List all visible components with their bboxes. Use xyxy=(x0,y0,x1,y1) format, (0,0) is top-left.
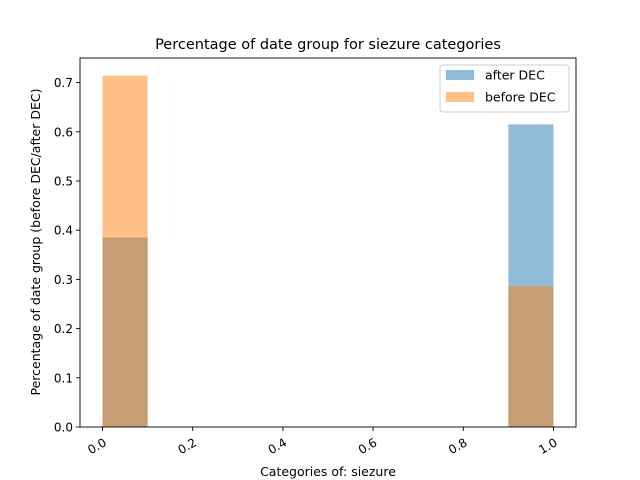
y-tick-label: 0.3 xyxy=(54,273,73,287)
x-tick-label: 0.2 xyxy=(175,435,199,457)
y-axis-label: Percentage of date group (before DEC/aft… xyxy=(28,89,43,396)
legend-label-1: before DEC xyxy=(485,90,556,105)
chart-title: Percentage of date group for siezure cat… xyxy=(155,37,501,53)
plot-area-frame xyxy=(79,57,577,428)
legend-swatch-0 xyxy=(446,70,474,80)
bar-series-1-bin-0 xyxy=(102,75,148,427)
y-tick-label: 0.5 xyxy=(54,175,73,189)
y-tick-label: 0.0 xyxy=(54,421,73,435)
x-tick-label: 1.0 xyxy=(536,435,560,457)
legend: after DEC before DEC xyxy=(439,64,570,113)
x-tick-label: 0.4 xyxy=(266,435,290,457)
x-axis-ticks: 0.0 0.2 0.4 0.6 0.8 1.0 xyxy=(85,427,560,457)
x-tick-label: 0.0 xyxy=(85,435,109,457)
y-tick-label: 0.6 xyxy=(54,125,73,139)
legend-swatch-1 xyxy=(446,92,474,102)
legend-label-0: after DEC xyxy=(485,68,545,83)
y-tick-label: 0.2 xyxy=(54,322,73,336)
bars-layer xyxy=(102,75,554,428)
y-tick-label: 0.4 xyxy=(54,224,73,238)
x-axis-label: Categories of: siezure xyxy=(260,464,396,479)
x-tick-label: 0.6 xyxy=(356,435,380,457)
bar-series-1-bin-1 xyxy=(508,286,554,427)
x-tick-label: 0.8 xyxy=(446,435,470,457)
y-axis-ticks: 0.0 0.1 0.2 0.3 0.4 0.5 0.6 0.7 xyxy=(54,76,80,435)
y-tick-label: 0.7 xyxy=(54,76,73,90)
y-tick-label: 0.1 xyxy=(54,371,73,385)
